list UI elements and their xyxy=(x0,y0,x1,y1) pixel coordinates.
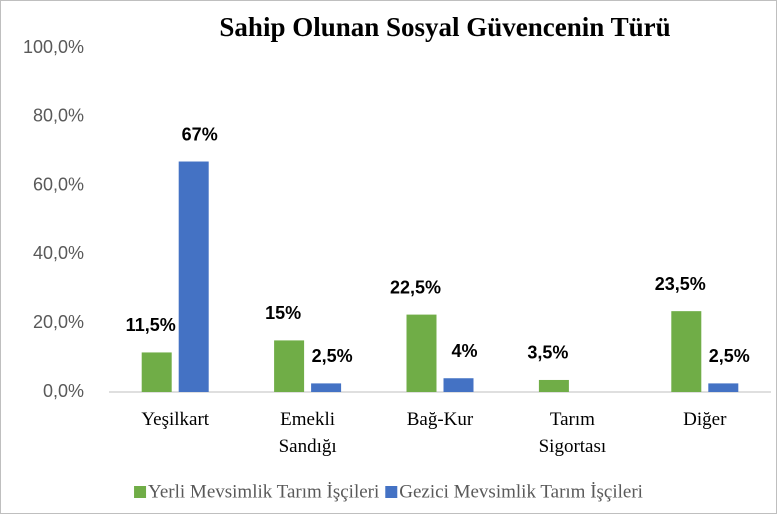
bar xyxy=(178,161,209,392)
data-label: 2,5% xyxy=(312,346,353,366)
x-tick-label-line: Sigortası xyxy=(539,436,607,457)
data-label: 2,5% xyxy=(709,346,750,366)
bar xyxy=(141,352,172,392)
legend-label: Yerli Mevsimlik Tarım İşçileri xyxy=(148,481,379,502)
legend-marker xyxy=(134,486,147,498)
y-tick-label: 0,0% xyxy=(43,381,84,401)
data-label: 15% xyxy=(265,303,301,323)
x-tick-label-line: Emekli xyxy=(280,409,335,430)
bar xyxy=(406,314,437,392)
x-tick-label-line: Tarım xyxy=(550,409,595,430)
x-tick-label: Tarım Sigortası xyxy=(539,409,607,457)
x-tick-label-line: Sandığı xyxy=(279,436,337,457)
bar xyxy=(708,383,739,392)
bar xyxy=(671,311,702,392)
x-tick-label-line: Diğer xyxy=(683,409,727,430)
data-label: 11,5% xyxy=(126,315,176,335)
data-label: 23,5% xyxy=(655,274,706,294)
x-tick-label: Diğer xyxy=(683,409,727,430)
x-tick-label-line: Bağ-Kur xyxy=(407,409,474,430)
bar xyxy=(538,379,569,392)
y-tick-label: 60,0% xyxy=(33,174,84,194)
legend: Yerli Mevsimlik Tarım İşçileri Gezici Mev… xyxy=(134,481,643,502)
data-label: 22,5% xyxy=(390,277,441,297)
bar xyxy=(311,383,342,392)
legend-label: Gezici Mevsimlik Tarım İşçileri xyxy=(399,481,643,502)
chart-title: Sahip Olunan Sosyal Güvencenin Türü xyxy=(219,12,670,42)
x-tick-label-line: Yeşilkart xyxy=(141,409,209,430)
data-label: 3,5% xyxy=(527,343,568,363)
x-tick-label: Emekli Sandığı xyxy=(279,409,337,457)
y-tick-label: 40,0% xyxy=(33,243,84,263)
bar xyxy=(274,340,305,392)
data-label: 4% xyxy=(451,341,477,361)
legend-marker xyxy=(385,486,398,498)
x-tick-label: Yeşilkart xyxy=(141,409,209,430)
y-tick-label: 20,0% xyxy=(33,312,84,332)
y-tick-label: 80,0% xyxy=(33,106,84,126)
data-label: 67% xyxy=(182,124,218,144)
y-tick-label: 100,0% xyxy=(23,37,84,57)
bar xyxy=(443,378,474,392)
x-tick-label: Bağ-Kur xyxy=(407,409,474,430)
